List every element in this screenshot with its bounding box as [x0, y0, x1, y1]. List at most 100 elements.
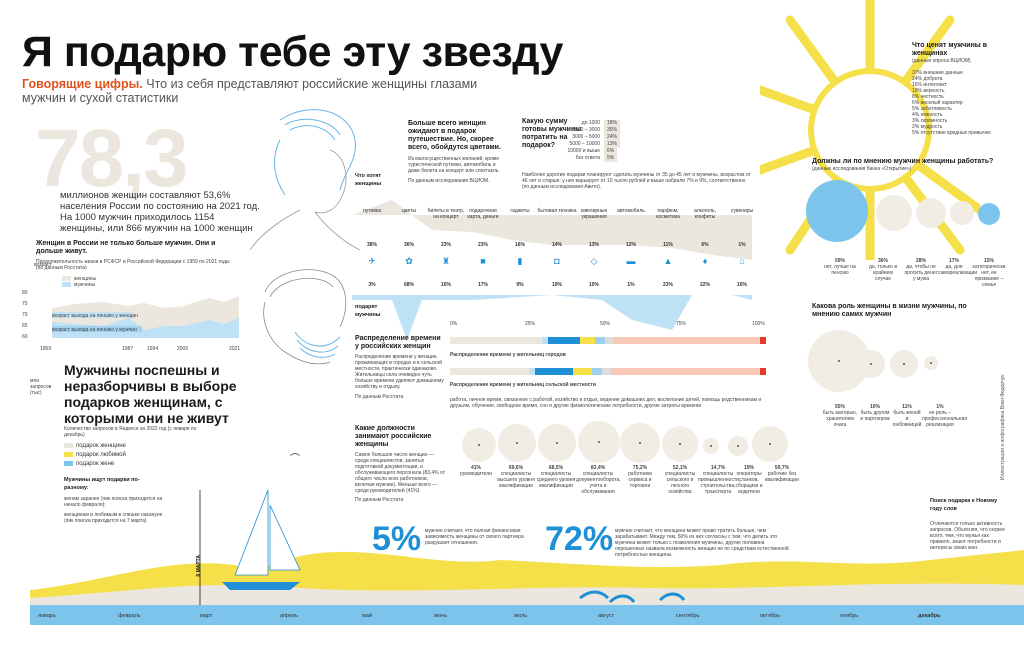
landscape-chart — [30, 489, 1024, 625]
job-pct: 19% — [743, 465, 754, 471]
life-y-tick: 60 — [22, 334, 28, 340]
give-pct: 3% — [368, 282, 376, 288]
job-item: 59,7% рабочие без квалификации — [765, 465, 799, 483]
gift-category: ювелирные украшения — [580, 208, 608, 220]
role-item: 11% быть женой и любовницей — [892, 404, 922, 428]
life-legend: женщины мужчины — [62, 276, 96, 288]
time-section: Распределение времени у российских женщи… — [355, 335, 445, 400]
job-item: 41% руководители — [456, 465, 496, 477]
sun-illustration — [760, 0, 980, 260]
sum-pct: 13% — [604, 141, 621, 148]
time-text: Распределение времени у женщин, проживаю… — [355, 354, 444, 390]
work-circle — [978, 203, 1000, 225]
legend-men: мужчины — [74, 282, 96, 288]
job-pct: 83,4% — [590, 465, 606, 471]
job-item: 75,2% работники сервиса и торговли — [620, 465, 660, 489]
work-circle — [916, 198, 946, 228]
work-item: 36% да, только в крайнем случае — [865, 258, 901, 282]
legend-chip-2 — [64, 451, 73, 457]
gifts-text: Из малосущественных желаний, кроме турис… — [408, 156, 500, 174]
sum-pct: 24% — [604, 134, 621, 141]
time-legend: работа, личное время, связанное с работо… — [450, 397, 762, 409]
search-note-2: женщинам и любимым в спешке накануне (пи… — [64, 512, 163, 524]
subtitle-rest: Что из себя представляют российские женщ… — [22, 77, 478, 105]
gift-category: цветы — [402, 208, 416, 214]
give-pct: 10% — [736, 282, 747, 288]
time-scale: 75% — [676, 321, 687, 327]
jobs-text: Самое большое число женщин — среди специ… — [355, 452, 445, 494]
stat-72-number: 72% — [545, 520, 614, 558]
life-x-tick: 2005 — [177, 346, 189, 352]
job-label: специалисты промышленности, строительств… — [698, 471, 741, 495]
march-mark: 8 МАРТА — [196, 555, 202, 577]
role-item: 1% ее роль – профессиональная реализация — [922, 404, 967, 428]
want-pct: 38% — [366, 242, 377, 248]
legend-label-1: подарок женщине — [76, 443, 126, 449]
search-notes: Мужчины ищут подарки по-разному: женам з… — [64, 476, 164, 524]
population-text: миллионов женщин составляют 53,6% населе… — [60, 190, 260, 234]
search-notes-head: Мужчины ищут подарки по-разному: — [64, 477, 140, 491]
gift-category: алкоголь, конфеты — [693, 208, 717, 220]
values-item: 24% доброта — [912, 76, 943, 82]
time-scale: 100% — [752, 321, 765, 327]
life-y-tick: 70 — [22, 312, 28, 318]
woman-portrait — [249, 109, 361, 250]
want-pct: 11% — [663, 242, 673, 248]
work-item: 28% да, чтобы не просить денег у мужа — [904, 258, 938, 282]
want-pct: 1% — [738, 242, 746, 248]
job-pct: 59,7% — [774, 465, 790, 471]
job-circle — [703, 438, 719, 454]
role-circle — [890, 350, 918, 378]
sum-range: 10000 и выше — [567, 148, 600, 154]
month-label: май — [362, 613, 372, 619]
job-item: 19% операторы станков, сборщики и водител… — [733, 465, 765, 495]
job-circle — [620, 423, 660, 463]
gifts-table: путевка цветы билеты в театр, на концерт… — [352, 208, 768, 308]
month-label: август — [598, 613, 614, 619]
work-pct: 59% — [834, 258, 845, 264]
jobs-heading: Какие должности занимают российские женщ… — [355, 425, 432, 448]
work-pct: 17% — [948, 258, 959, 264]
job-label: специалисты сельского и лесного хозяйств… — [664, 471, 696, 495]
work-label: да, чтобы не просить денег у мужа — [904, 264, 938, 282]
gift-icon: ⌂ — [739, 256, 745, 266]
gift-icon: ▮ — [517, 256, 523, 266]
job-circle — [538, 424, 576, 462]
time-source: По данным Росстата — [355, 394, 404, 400]
values-item: 8% честность — [912, 94, 944, 100]
sums-heading: Какую сумму готовы мужчины потратить на … — [522, 118, 582, 149]
time-bar-city — [450, 337, 766, 344]
month-label: декабрь — [918, 613, 941, 619]
job-label: специалисты документооборота, учета и об… — [576, 471, 621, 495]
values-item: 16% интеллект — [912, 82, 947, 88]
search-heading: Мужчины поспешны и неразборчивы в выборе… — [64, 362, 237, 426]
legend-chip-3 — [64, 460, 73, 466]
month-label: март — [200, 613, 213, 619]
legend-women: женщины — [74, 276, 97, 282]
work-label: да, для самореализации — [938, 264, 978, 276]
month-label: ноябрь — [840, 613, 859, 619]
sum-range: 5000 – 10000 — [569, 141, 600, 147]
want-pct: 36% — [403, 242, 414, 248]
work-label: категорически нет, ее призвание – семья — [972, 264, 1006, 288]
gifts-heading: Больше всего женщин ожидают в подарок пу… — [408, 120, 501, 151]
values-item: 3% скромность — [912, 118, 948, 124]
job-pct: 75,2% — [632, 465, 648, 471]
role-circle — [857, 350, 885, 378]
values-item: 5% отсутствие вредных привычек — [912, 130, 991, 136]
life-section: Женщин в России не только больше мужчин.… — [36, 240, 236, 271]
month-label: сентябрь — [676, 613, 700, 619]
role-label: быть другом и партнером — [860, 410, 890, 422]
job-item: 83,4% специалисты документооборота, учета… — [576, 465, 621, 495]
job-pct: 68,5% — [548, 465, 564, 471]
want-pct: 23% — [440, 242, 451, 248]
stat-5-number: 5% — [372, 520, 422, 558]
want-pct: 14% — [551, 242, 562, 248]
jobs-section: Какие должности занимают российские женщ… — [355, 425, 447, 503]
gift-category: билеты в театр, на концерт — [427, 208, 465, 220]
job-label: рабочие без квалификации — [765, 471, 799, 483]
life-x-tick: 1994 — [147, 346, 159, 352]
role-item: 10% быть другом и партнером — [860, 404, 890, 422]
role-pct: 55% — [834, 404, 845, 410]
life-y-title: возраст — [34, 262, 52, 268]
